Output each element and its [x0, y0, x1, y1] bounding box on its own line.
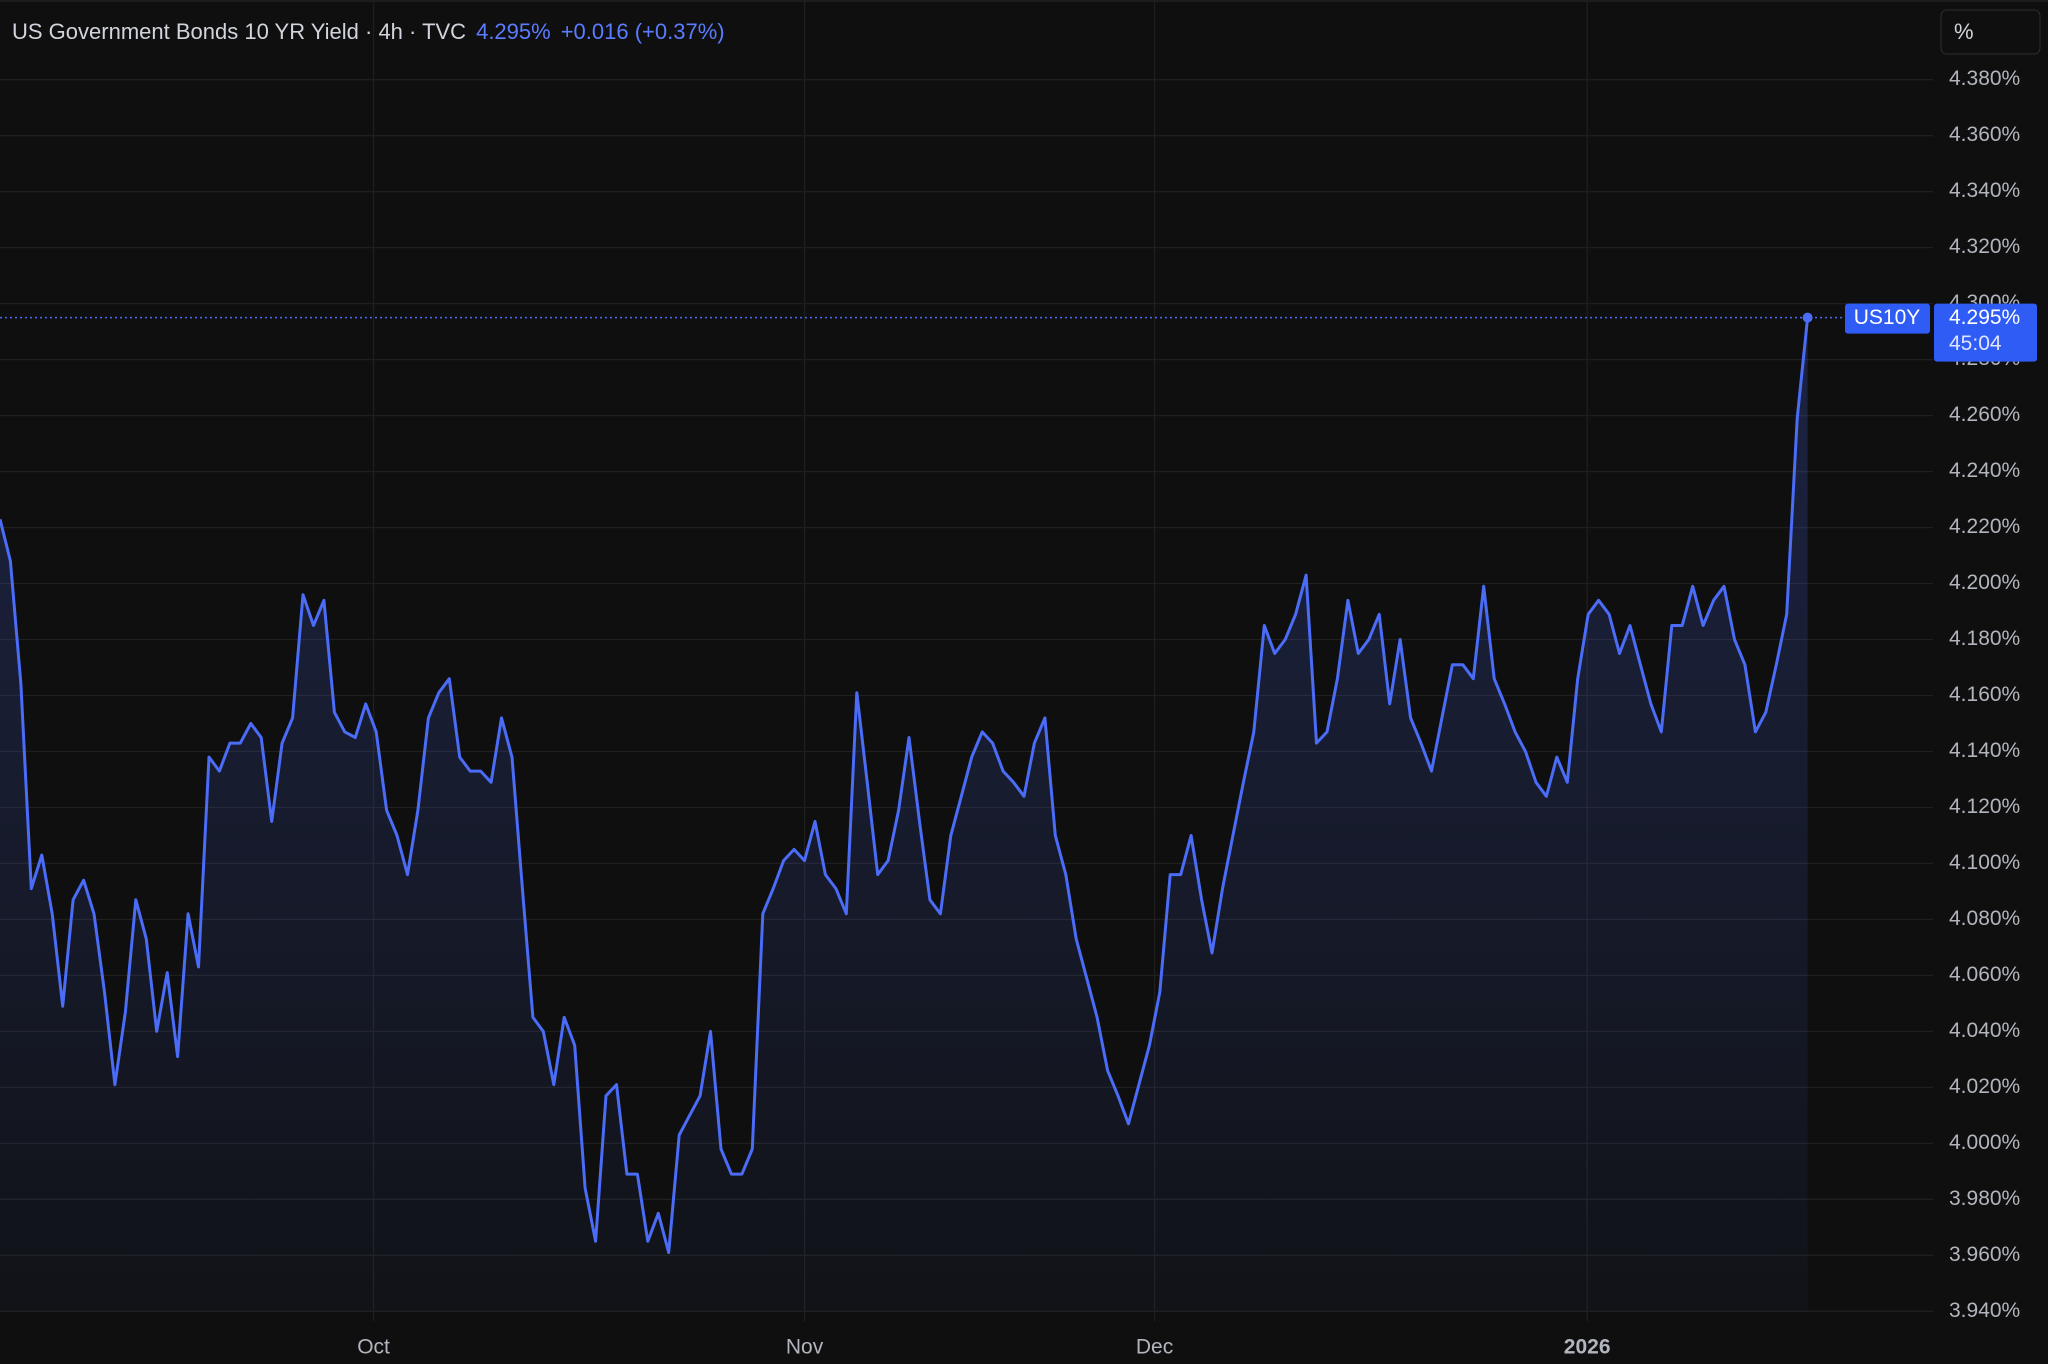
x-tick-label: 2026 [1564, 1336, 1611, 1359]
change: +0.016 (+0.37%) [560, 19, 725, 44]
x-tick-label: Nov [786, 1336, 824, 1359]
x-tick-label: Dec [1136, 1336, 1173, 1359]
y-tick-label: 4.100% [1949, 851, 2020, 874]
symbol-title: US Government Bonds 10 YR Yield · 4h · T… [12, 19, 467, 44]
y-tick-label: 4.060% [1949, 963, 2020, 986]
y-tick-label: 4.040% [1949, 1019, 2020, 1042]
y-tick-label: 4.340% [1949, 179, 2020, 202]
y-tick-label: 4.120% [1949, 795, 2020, 818]
y-tick-label: 4.240% [1949, 459, 2020, 482]
price-tag [1934, 303, 2037, 362]
y-tick-label: 3.940% [1949, 1299, 2020, 1322]
y-tick-label: 4.380% [1949, 67, 2020, 90]
y-tick-label: 4.000% [1949, 1131, 2020, 1154]
y-tick-label: 4.020% [1949, 1075, 2020, 1098]
area [0, 317, 1808, 1312]
price-tag-value: 4.295% [1949, 306, 2020, 329]
y-tick-label: 4.140% [1949, 739, 2020, 762]
y-tick-label: 4.260% [1949, 403, 2020, 426]
y-tick-label: 4.080% [1949, 907, 2020, 930]
y-tick-label: 4.200% [1949, 571, 2020, 594]
y-tick-label: 4.220% [1949, 515, 2020, 538]
y-tick-label: 3.980% [1949, 1187, 2020, 1210]
y-tick-label: 4.160% [1949, 683, 2020, 706]
x-tick-label: Oct [357, 1336, 390, 1359]
last-value: 4.295% [476, 19, 551, 44]
series-tag-label: US10Y [1854, 306, 1921, 329]
y-tick-label: 3.960% [1949, 1243, 2020, 1266]
y-tick-label: 4.180% [1949, 627, 2020, 650]
line [0, 317, 1810, 1254]
series-tag [1845, 303, 1930, 334]
scale-button[interactable] [1940, 9, 2041, 55]
last-point [1802, 312, 1813, 323]
y-tick-label: 4.360% [1949, 123, 2020, 146]
price-tag-countdown: 45:04 [1949, 332, 2002, 355]
legend-header: US Government Bonds 10 YR Yield · 4h · T… [12, 19, 735, 45]
scale-button-label[interactable]: % [1954, 19, 1974, 44]
y-tick-label: 4.320% [1949, 235, 2020, 258]
